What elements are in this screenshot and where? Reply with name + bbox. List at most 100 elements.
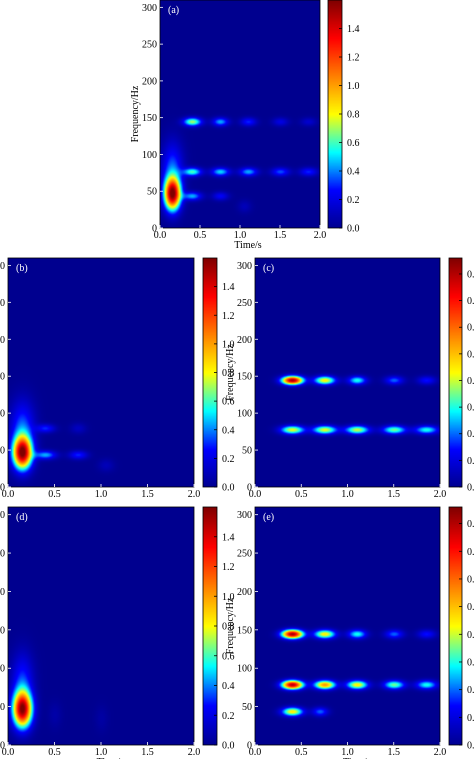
colorbar-tick-label: 1.2 [222, 311, 235, 322]
y-tick-label: 50 [242, 702, 252, 713]
x-tick-label: 0.5 [48, 489, 61, 500]
y-axis-label: Frequency/Hz [225, 344, 236, 401]
colorbar-tick-label: 0.0 [222, 741, 235, 752]
y-tick-label: 150 [0, 625, 5, 636]
x-axis-label: Time/s [97, 757, 125, 759]
colorbar-tick-label: 0.2 [467, 429, 474, 440]
colorbar-tick-label: 0.4 [222, 425, 235, 436]
colorbar-gradient [449, 258, 462, 487]
y-tick-label: 150 [142, 113, 157, 124]
y-tick-label: 200 [0, 587, 5, 598]
colorbar: 0.0 0.2 0.4 0.6 0.8 1.0 1.2 1.4 [202, 506, 235, 752]
colorbar-tick-label: 0.6 [222, 651, 235, 662]
colorbar-tick-label: 1.0 [347, 81, 360, 92]
x-tick-label: 1.0 [95, 489, 108, 500]
x-tick-label: 0.5 [295, 747, 308, 758]
colorbar-tick-label: 0.8 [467, 519, 474, 530]
y-tick-label: 0 [0, 741, 5, 752]
colorbar-tick-label: 1.4 [222, 282, 235, 293]
y-tick-label: 100 [0, 409, 5, 420]
colorbar-tick-label: 0.6 [222, 397, 235, 408]
y-tick-label: 250 [237, 549, 252, 560]
y-tick-label: 300 [237, 510, 252, 521]
colorbar-tick-label: 0.1 [467, 713, 474, 724]
colorbar-tick-label: 0.5 [467, 602, 474, 613]
y-tick-label: 200 [237, 335, 252, 346]
colorbar-tick-label: 0.8 [347, 110, 360, 121]
y-tick-label: 150 [237, 372, 252, 383]
colorbar-tick-label: 1.2 [222, 562, 235, 573]
colorbar-tick-label: 0.7 [467, 547, 474, 558]
colorbar-tick-label: 0.4 [347, 167, 360, 178]
colorbar-tick-label: 0.8 [222, 622, 235, 633]
colorbar-tick-label: 0.6 [467, 323, 474, 334]
colorbar-gradient [203, 258, 217, 487]
colorbar-tick-label: 0.0 [467, 741, 474, 752]
x-tick-label: 0.5 [194, 230, 207, 241]
panel-e: (e) 0 50 100 150 200 250 300 0.0 0.5 1.0 1.5 2.0 Time… [225, 506, 474, 759]
panel-c: (c) 0 50 100 150 200 250 300 0.0 0.5 1.0 1.5 2.0 Freq… [225, 257, 474, 500]
colorbar: 0.0 0.1 0.2 0.3 0.4 0.5 0.6 0.7 0.8 [448, 257, 474, 494]
y-tick-label: 200 [0, 335, 5, 346]
heatmap-image [8, 507, 194, 745]
panel-a: (a) 0 50 100 150 200 250 300 0.0 0.5 1.0 1.5 2.0 Time… [130, 0, 360, 251]
x-tick-label: 1.5 [141, 489, 154, 500]
colorbar-tick-label: 0.0 [347, 224, 360, 235]
y-tick-label: 250 [142, 40, 157, 51]
colorbar: 0.0 0.2 0.4 0.6 0.8 1.0 1.2 1.4 [202, 257, 235, 494]
colorbar: 0.0 0.1 0.2 0.3 0.4 0.5 0.6 0.7 0.8 [448, 506, 474, 752]
colorbar-tick-label: 0.4 [467, 630, 474, 641]
heatmap-image [8, 258, 194, 487]
heatmap-image [255, 258, 440, 487]
x-tick-label: 0.0 [249, 489, 262, 500]
y-tick-label: 250 [0, 549, 5, 560]
panel-d: (d) 0 50 100 150 200 250 300 0.0 0.5 1.0 1.5 2.0 Time… [0, 506, 235, 759]
colorbar-tick-label: 0.6 [347, 138, 360, 149]
colorbar: 0.0 0.2 0.4 0.6 0.8 1.0 1.2 1.4 [327, 0, 360, 235]
x-tick-label: 1.5 [388, 747, 401, 758]
y-tick-label: 150 [237, 625, 252, 636]
x-tick-label: 2.0 [434, 747, 447, 758]
y-tick-label: 100 [237, 409, 252, 420]
colorbar-tick-label: 0.5 [467, 349, 474, 360]
y-tick-label: 200 [142, 76, 157, 87]
x-tick-label: 0.5 [295, 489, 308, 500]
colorbar-tick-label: 1.2 [347, 53, 360, 64]
colorbar-tick-label: 1.4 [347, 24, 360, 35]
x-tick-label: 1.0 [234, 230, 247, 241]
x-tick-label: 0.0 [2, 489, 15, 500]
colorbar-tick-label: 0.4 [222, 681, 235, 692]
colorbar-tick-label: 0.2 [347, 195, 360, 206]
y-tick-label: 250 [0, 298, 5, 309]
x-tick-label: 1.5 [274, 230, 287, 241]
x-tick-label: 0.0 [2, 747, 15, 758]
colorbar-tick-label: 0.0 [222, 483, 235, 494]
panel-label: (c) [263, 263, 274, 274]
y-tick-label: 300 [0, 510, 5, 521]
y-tick-label: 100 [142, 150, 157, 161]
y-tick-label: 50 [242, 446, 252, 457]
x-tick-label: 1.0 [341, 489, 354, 500]
x-tick-label: 0.0 [249, 747, 262, 758]
x-axis-label: Time/s [343, 757, 371, 759]
y-axis-label: Frequency/Hz [130, 85, 141, 142]
colorbar-gradient [328, 0, 342, 228]
colorbar-tick-label: 0.3 [467, 657, 474, 668]
y-tick-label: 100 [0, 664, 5, 675]
y-tick-label: 300 [142, 3, 157, 14]
y-tick-label: 50 [147, 187, 157, 198]
y-tick-label: 0 [0, 483, 5, 494]
x-tick-label: 1.0 [341, 747, 354, 758]
x-tick-label: 2.0 [434, 489, 447, 500]
colorbar-gradient [203, 507, 217, 745]
colorbar-tick-label: 0.6 [467, 574, 474, 585]
x-tick-label: 2.0 [188, 747, 201, 758]
panel-label: (e) [263, 512, 274, 523]
colorbar-tick-label: 0.3 [467, 403, 474, 414]
colorbar-gradient [449, 507, 462, 745]
x-tick-label: 2.0 [188, 489, 201, 500]
y-tick-label: 300 [0, 261, 5, 272]
colorbar-frame [448, 506, 463, 746]
colorbar-tick-label: 0.1 [467, 456, 474, 467]
y-tick-label: 250 [237, 298, 252, 309]
